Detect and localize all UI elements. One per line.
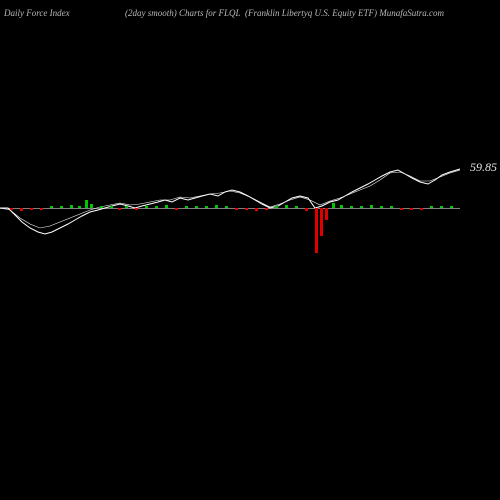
up-bar <box>125 206 128 208</box>
up-bar <box>78 206 81 208</box>
down-bar <box>235 208 238 210</box>
down-bar <box>265 208 268 210</box>
down-bar <box>410 208 413 210</box>
up-bar <box>100 206 103 208</box>
force-index-bars <box>0 158 460 258</box>
down-bar <box>40 208 43 210</box>
up-bar <box>195 206 198 208</box>
title-symbol: (2day smooth) Charts for FLQL <box>125 8 241 18</box>
up-bar <box>430 206 433 208</box>
down-bar <box>255 208 258 211</box>
up-bar <box>380 206 383 208</box>
up-bar <box>165 205 168 208</box>
chart-header: Daily Force Index (2day smooth) Charts f… <box>0 8 500 24</box>
title-indicator: Daily Force Index <box>4 8 70 18</box>
up-bar <box>205 206 208 208</box>
down-bar <box>320 208 323 236</box>
up-bar <box>285 205 288 208</box>
up-bar <box>50 206 53 208</box>
down-bar <box>135 208 138 210</box>
down-bar <box>118 208 121 210</box>
title-description: (Franklin Libertyq U.S. Equity ETF) Muna… <box>245 8 444 18</box>
up-bar <box>360 206 363 208</box>
up-bar <box>90 204 93 208</box>
down-bar <box>20 208 23 211</box>
up-bar <box>295 206 298 208</box>
up-bar <box>440 206 443 208</box>
up-bar <box>225 206 228 208</box>
up-bar <box>370 205 373 208</box>
up-bar <box>60 206 63 208</box>
down-bar <box>325 208 328 220</box>
up-bar <box>145 206 148 208</box>
up-bar <box>350 206 353 208</box>
down-bar <box>10 208 13 210</box>
up-bar <box>340 205 343 208</box>
up-bar <box>332 203 335 208</box>
last-price-label: 59.85 <box>470 160 497 175</box>
up-bar <box>70 205 73 208</box>
down-bar <box>400 208 403 210</box>
up-bar <box>85 200 88 208</box>
down-bar <box>420 208 423 210</box>
up-bar <box>390 206 393 208</box>
up-bar <box>450 206 453 208</box>
down-bar <box>315 208 318 253</box>
down-bar <box>305 208 308 211</box>
chart-area: 59.85 <box>0 30 500 500</box>
up-bar <box>215 205 218 208</box>
up-bar <box>155 206 158 208</box>
up-bar <box>110 206 113 208</box>
up-bar <box>275 206 278 208</box>
down-bar <box>245 208 248 210</box>
down-bar <box>175 208 178 210</box>
down-bar <box>30 208 33 210</box>
price-line-chart <box>0 30 460 500</box>
up-bar <box>185 206 188 208</box>
